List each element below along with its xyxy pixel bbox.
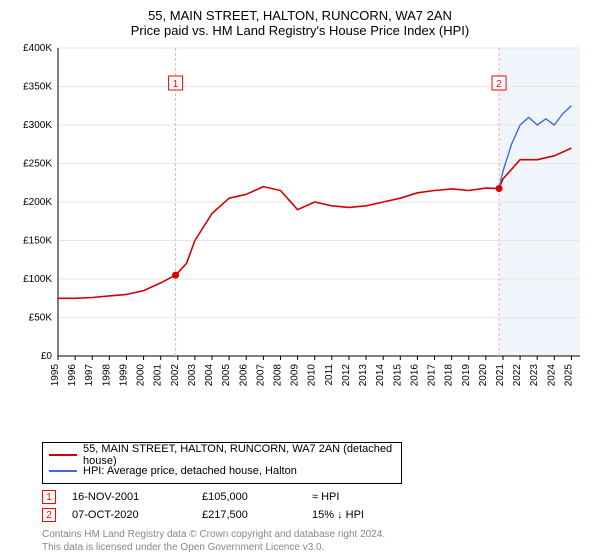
sale-delta: ≈ HPI: [312, 491, 412, 503]
svg-text:1998: 1998: [101, 364, 112, 387]
svg-text:1999: 1999: [118, 364, 129, 387]
legend: 55, MAIN STREET, HALTON, RUNCORN, WA7 2A…: [42, 442, 402, 484]
svg-text:2001: 2001: [153, 364, 164, 387]
sales-row: 2 07-OCT-2020 £217,500 15% ↓ HPI: [42, 506, 588, 524]
chart-subtitle: Price paid vs. HM Land Registry's House …: [12, 23, 588, 38]
svg-text:1: 1: [173, 79, 179, 90]
svg-text:£300K: £300K: [23, 120, 52, 131]
svg-text:2025: 2025: [563, 364, 574, 387]
svg-text:2002: 2002: [170, 364, 181, 387]
svg-text:2016: 2016: [409, 364, 420, 387]
svg-text:£200K: £200K: [23, 197, 52, 208]
sale-price: £105,000: [202, 491, 312, 503]
sales-table: 1 16-NOV-2001 £105,000 ≈ HPI 2 07-OCT-20…: [42, 488, 588, 524]
footer-line: This data is licensed under the Open Gov…: [42, 541, 588, 554]
svg-text:2003: 2003: [187, 364, 198, 387]
svg-text:2013: 2013: [358, 364, 369, 387]
legend-label: HPI: Average price, detached house, Halt…: [83, 465, 297, 477]
svg-text:2008: 2008: [272, 364, 283, 387]
svg-text:2023: 2023: [529, 364, 540, 387]
sale-date: 07-OCT-2020: [72, 509, 202, 521]
chart-title: 55, MAIN STREET, HALTON, RUNCORN, WA7 2A…: [12, 8, 588, 23]
svg-text:2022: 2022: [512, 364, 523, 387]
svg-text:2004: 2004: [204, 364, 215, 387]
footer-line: Contains HM Land Registry data © Crown c…: [42, 528, 588, 541]
svg-text:2007: 2007: [255, 364, 266, 387]
svg-text:2021: 2021: [495, 364, 506, 387]
svg-text:2: 2: [496, 79, 502, 90]
svg-text:2000: 2000: [136, 364, 147, 387]
svg-text:2005: 2005: [221, 364, 232, 387]
svg-text:£50K: £50K: [29, 313, 53, 324]
svg-text:£350K: £350K: [23, 82, 52, 93]
sales-row: 1 16-NOV-2001 £105,000 ≈ HPI: [42, 488, 588, 506]
sale-date: 16-NOV-2001: [72, 491, 202, 503]
line-chart-svg: £0 £50K £100K £150K £200K £250K £300K £350K £400…: [12, 42, 588, 402]
svg-text:2014: 2014: [375, 364, 386, 387]
svg-text:£100K: £100K: [23, 274, 52, 285]
svg-text:1997: 1997: [84, 364, 95, 387]
svg-text:2006: 2006: [238, 364, 249, 387]
legend-label: 55, MAIN STREET, HALTON, RUNCORN, WA7 2A…: [83, 443, 395, 467]
sale-marker-box: 1: [42, 490, 56, 504]
svg-text:1996: 1996: [67, 364, 78, 387]
svg-text:£0: £0: [41, 351, 53, 362]
svg-text:2019: 2019: [461, 364, 472, 387]
svg-text:£400K: £400K: [23, 43, 52, 54]
svg-text:2020: 2020: [478, 364, 489, 387]
sale-marker-box: 2: [42, 508, 56, 522]
legend-swatch: [49, 470, 77, 472]
sale-delta: 15% ↓ HPI: [312, 509, 412, 521]
legend-item: 55, MAIN STREET, HALTON, RUNCORN, WA7 2A…: [49, 447, 395, 463]
legend-swatch: [49, 454, 77, 456]
svg-text:£150K: £150K: [23, 236, 52, 247]
svg-text:2011: 2011: [324, 364, 335, 386]
svg-text:1995: 1995: [50, 364, 61, 387]
svg-text:2015: 2015: [392, 364, 403, 387]
svg-text:2018: 2018: [444, 364, 455, 387]
svg-text:2010: 2010: [307, 364, 318, 387]
chart-plot: £0 £50K £100K £150K £200K £250K £300K £350K £400…: [12, 42, 588, 436]
footer-attribution: Contains HM Land Registry data © Crown c…: [42, 528, 588, 554]
svg-text:2009: 2009: [290, 364, 301, 387]
chart-titles: 55, MAIN STREET, HALTON, RUNCORN, WA7 2A…: [12, 8, 588, 38]
sale-price: £217,500: [202, 509, 312, 521]
svg-text:2024: 2024: [546, 364, 557, 387]
svg-text:2017: 2017: [427, 364, 438, 387]
svg-text:£250K: £250K: [23, 159, 52, 170]
svg-text:2012: 2012: [341, 364, 352, 387]
